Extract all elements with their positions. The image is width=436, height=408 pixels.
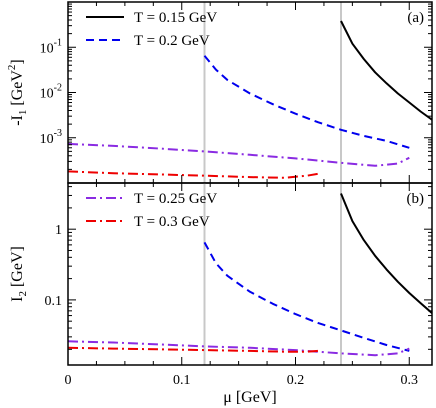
series-line-4	[68, 170, 319, 179]
series-line-1	[340, 20, 432, 121]
y-tick-label: 1	[55, 223, 62, 238]
legend-label-3: T = 0.25 GeV	[134, 191, 217, 207]
series-line-4	[68, 346, 319, 353]
panel-b: 0 0.1 0.2 0.3 0.1 1 I2 [GeV] (b) T = 0.25 GeV T =…	[9, 182, 433, 388]
x-tick-label: 0	[65, 373, 72, 388]
plot-frame	[67, 182, 433, 366]
panel-a: 10-3 10-2 10-1 -I1 [GeV2] (a) T = 0.15 GeV T =…	[6, 1, 433, 184]
legend-label-4: T = 0.3 GeV	[134, 214, 210, 230]
series-line-2	[203, 241, 410, 352]
legend-label-1: T = 0.15 GeV	[134, 10, 217, 26]
legend-label-2: T = 0.2 GeV	[134, 33, 210, 49]
series-line-1	[340, 193, 432, 314]
y-tick-label: 10-3	[40, 128, 62, 147]
y-axis-label: -I1 [GeV2]	[6, 59, 29, 126]
series-group	[68, 193, 432, 357]
x-tick-label: 0.1	[173, 373, 191, 388]
y-tick-label: 10-1	[40, 37, 62, 56]
y-axis-label: I2 [GeV]	[9, 246, 29, 302]
panel-label: (b)	[407, 191, 425, 207]
y-tick-label: 10-2	[40, 83, 62, 102]
x-tick-label: 0.2	[287, 373, 305, 388]
y-tick-label: 0.1	[45, 294, 63, 309]
series-line-3	[68, 340, 410, 357]
series-line-3	[68, 142, 410, 167]
series-line-2	[203, 55, 410, 149]
x-axis-label: μ [GeV]	[223, 389, 276, 406]
series-group	[68, 20, 432, 179]
x-tick-label: 0.3	[401, 373, 419, 388]
panel-label: (a)	[407, 10, 424, 26]
